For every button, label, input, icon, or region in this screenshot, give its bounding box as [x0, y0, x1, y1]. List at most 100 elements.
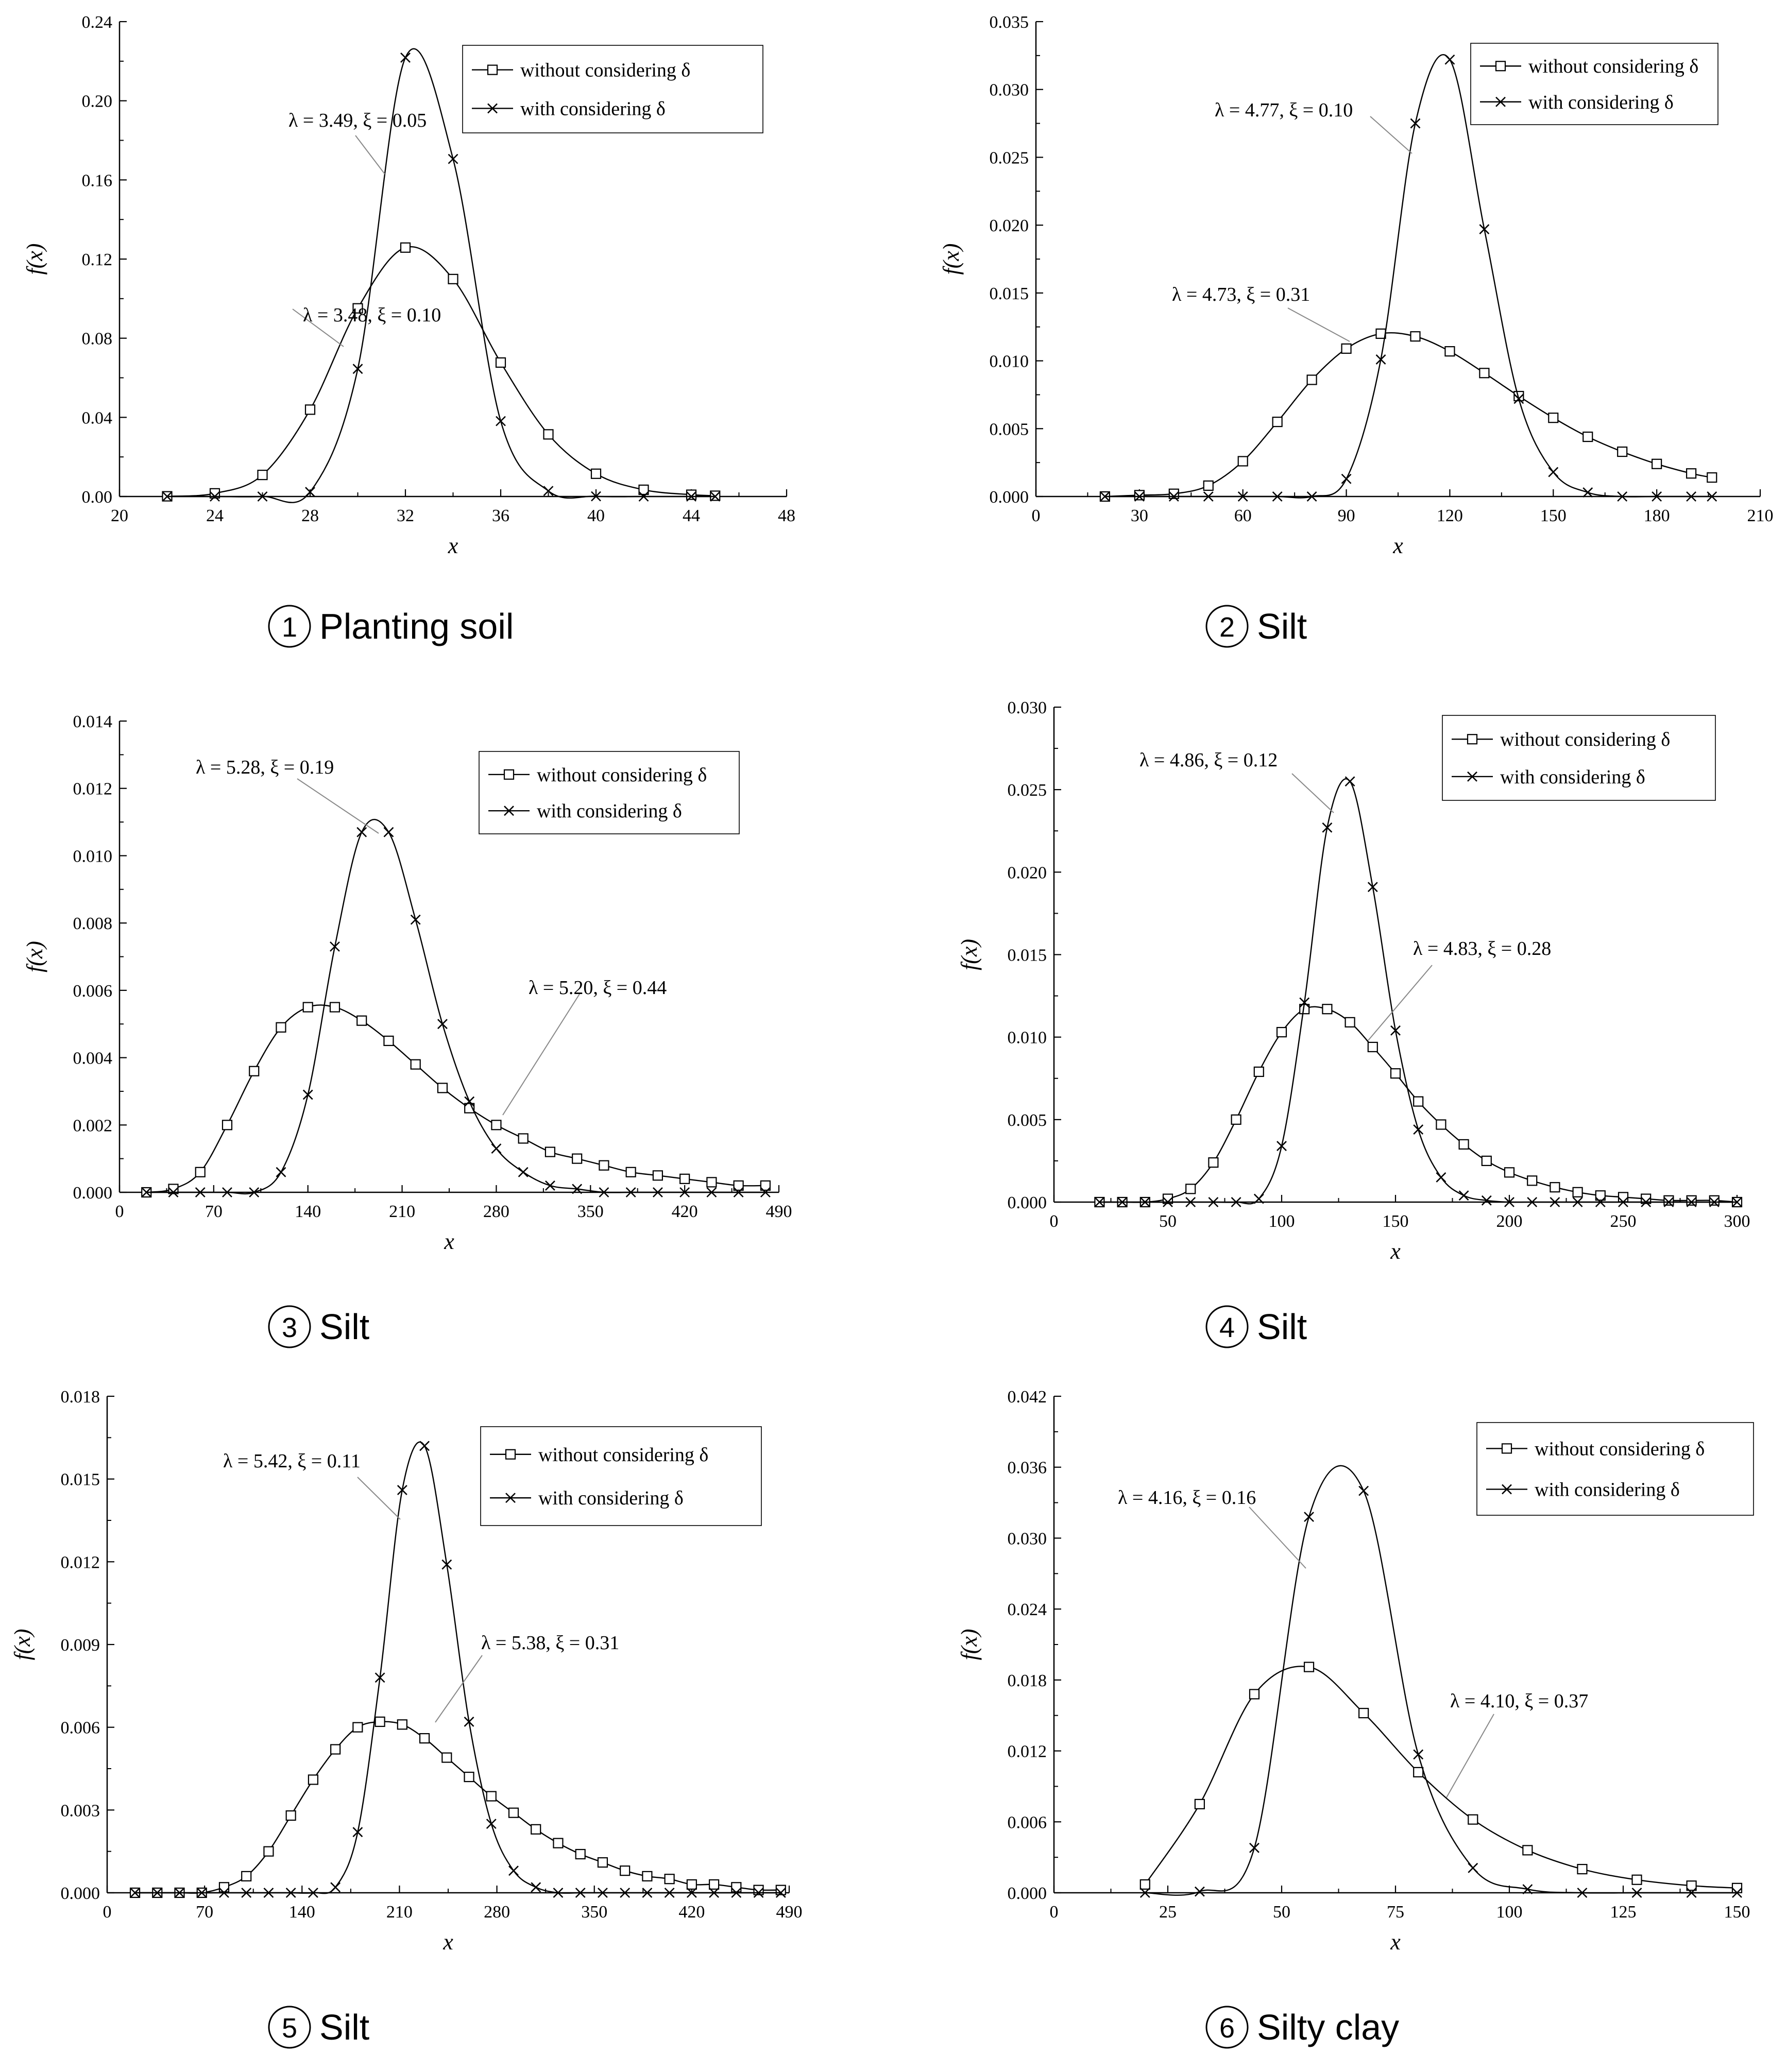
y-tick-label: 0.010: [990, 352, 1029, 371]
panel-caption: 2 Silt: [1205, 605, 1307, 648]
x-marker: [1582, 487, 1593, 498]
x-marker: [1479, 224, 1490, 234]
y-tick-label: 0.018: [1008, 1671, 1047, 1690]
parameter-annotation: λ = 5.42, ξ = 0.11: [223, 1450, 361, 1472]
x-marker: [1208, 1197, 1219, 1207]
x-tick-label: 50: [1273, 1903, 1290, 1922]
x-marker: [486, 1819, 497, 1829]
x-tick-label: 60: [1234, 506, 1252, 525]
square-marker: [1249, 1689, 1260, 1700]
x-marker: [491, 1143, 502, 1154]
annotation-leader: [1446, 1714, 1494, 1798]
caption-number: 6: [1219, 2013, 1235, 2044]
x-marker: [196, 1888, 207, 1898]
x-marker: [249, 1187, 260, 1197]
x-tick-label: 90: [1338, 506, 1355, 525]
x-tick-label: 210: [386, 1903, 413, 1922]
square-marker: [1322, 1004, 1333, 1015]
series-without-delta: [129, 1716, 786, 1898]
x-marker: [383, 827, 394, 837]
square-marker: [733, 1180, 744, 1191]
square-marker: [168, 1184, 179, 1194]
square-marker: [590, 468, 602, 479]
legend-label: without considering δ: [1500, 729, 1670, 750]
legend-box: [1442, 715, 1716, 801]
x-tick-label: 140: [295, 1202, 321, 1221]
square-marker: [1577, 1863, 1588, 1875]
x-marker: [130, 1888, 140, 1898]
square-marker: [352, 1722, 363, 1733]
square-marker: [1618, 1192, 1629, 1203]
x-marker: [553, 1888, 564, 1898]
legend-label: with considering δ: [1500, 766, 1645, 788]
x-tick-label: 30: [1131, 506, 1148, 525]
square-marker: [1707, 472, 1717, 483]
caption-number-circle: [268, 1305, 311, 1348]
x-tick-label: 300: [1724, 1212, 1750, 1231]
x-marker: [652, 1187, 663, 1197]
square-marker: [543, 429, 554, 440]
x-marker: [222, 1187, 232, 1197]
square-marker: [575, 1848, 586, 1860]
x-marker: [1117, 1197, 1128, 1207]
parameter-annotation: λ = 3.49, ξ = 0.05: [288, 110, 427, 131]
parameter-annotation: λ = 5.38, ξ = 0.31: [481, 1632, 619, 1654]
x-tick-label: 28: [301, 506, 319, 525]
x-tick-label: 280: [483, 1202, 509, 1221]
square-marker: [218, 1882, 230, 1893]
square-marker: [491, 1120, 502, 1131]
x-marker: [1272, 491, 1283, 502]
x-marker: [1358, 1485, 1369, 1496]
caption-number-circle: [1205, 1305, 1249, 1348]
panel-caption: 1 Planting soil: [268, 605, 514, 648]
y-tick-label: 0.015: [1008, 946, 1047, 965]
square-marker: [400, 242, 411, 253]
x-tick-label: 350: [581, 1903, 607, 1922]
square-marker: [304, 404, 316, 415]
square-marker: [330, 1744, 341, 1755]
series-line: [1144, 1666, 1738, 1889]
square-marker: [531, 1824, 541, 1835]
x-marker: [1527, 1197, 1538, 1207]
square-marker: [1548, 413, 1559, 423]
square-marker: [1272, 417, 1283, 427]
chart-panel-5: 0 70 140 210 280 350 420 490 0.000 0.003 0.006 0.00…: [10, 1388, 803, 2049]
x-marker: [638, 491, 649, 502]
caption-number: 1: [282, 612, 297, 643]
x-marker: [575, 1888, 586, 1898]
y-tick-label: 0.000: [61, 1884, 100, 1903]
y-tick-label: 0.000: [73, 1184, 113, 1203]
x-marker: [1686, 1197, 1697, 1207]
x-axis-title: x: [1390, 1239, 1401, 1264]
square-marker: [209, 488, 220, 499]
x-tick-label: 350: [577, 1202, 604, 1221]
x-tick-label: 0: [1050, 1212, 1059, 1231]
y-tick-label: 0.003: [61, 1801, 100, 1820]
square-marker: [486, 1791, 497, 1802]
x-marker: [1390, 1025, 1401, 1036]
square-marker: [276, 1022, 286, 1033]
y-tick-label: 0.000: [1008, 1884, 1047, 1903]
y-tick-label: 0.006: [73, 982, 113, 1001]
x-marker: [1548, 467, 1559, 477]
y-axis-title: f(x): [10, 1629, 35, 1660]
parameter-annotation: λ = 4.16, ξ = 0.16: [1118, 1487, 1256, 1509]
x-marker: [400, 52, 411, 63]
chart-panel-6: 0 25 50 75 100 125 150 0.000 0.006 0.012 0.018 0.02…: [957, 1388, 1754, 2049]
x-marker: [1709, 1197, 1720, 1207]
caption-number-circle: [1205, 2006, 1249, 2049]
x-marker: [1732, 1197, 1742, 1207]
square-marker: [652, 1170, 663, 1181]
x-marker: [599, 1187, 609, 1197]
legend-box: [480, 1426, 762, 1526]
series-line: [134, 1721, 781, 1894]
y-tick-label: 0.006: [1008, 1813, 1047, 1832]
x-marker: [352, 364, 363, 374]
square-marker: [302, 1002, 313, 1013]
square-marker: [1731, 1882, 1743, 1893]
y-tick-label: 0.030: [1008, 1529, 1047, 1548]
legend-square-marker: [503, 769, 515, 780]
legend: without considering δ with considering δ: [1476, 1422, 1754, 1516]
x-tick-label: 180: [1644, 506, 1670, 525]
legend-label: without considering δ: [537, 764, 707, 786]
